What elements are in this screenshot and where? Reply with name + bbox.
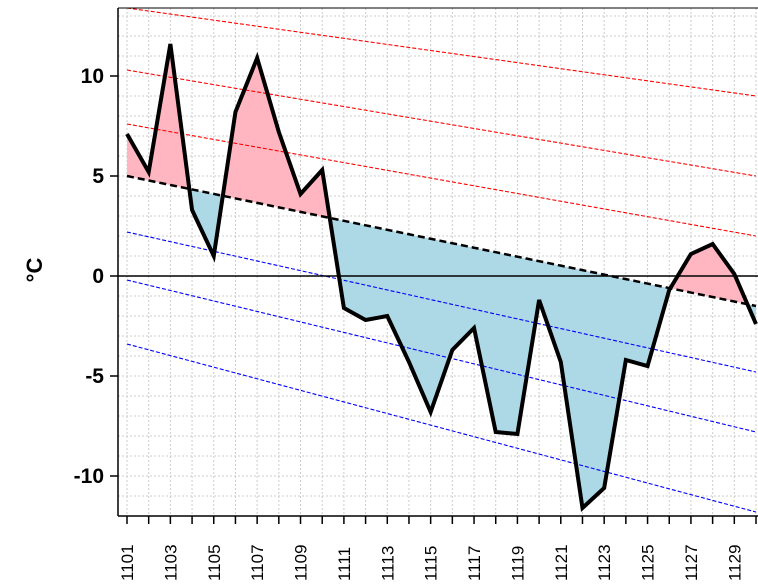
upper-line: [126, 8, 757, 97]
observed-series: [125, 43, 758, 513]
upper-line: [126, 69, 757, 177]
x-tick-label: 1123: [595, 544, 614, 581]
x-tick-label: 1107: [248, 544, 267, 581]
x-tick-label: 1117: [465, 546, 484, 581]
x-tick-label: 1103: [161, 544, 180, 581]
y-tick-labels: -10 -5 0 5 10: [74, 65, 105, 488]
x-tick-label: 1101: [118, 544, 137, 581]
below-normal-area: [329, 217, 671, 509]
x-tick-label: 1115: [422, 546, 441, 581]
x-tick-label: 1121: [552, 544, 571, 581]
x-tick-label: 1127: [682, 544, 701, 581]
x-tick-label: 1105: [205, 544, 224, 581]
y-tick-label: 0: [92, 265, 104, 288]
x-tick-labels: 1101 1103 1105 1107 1109 1111 1113 1115 1117 1119…: [118, 544, 744, 581]
axes: [110, 7, 758, 524]
x-tick-label: 1113: [378, 546, 397, 581]
x-tick-label: 1129: [725, 544, 744, 581]
normal-line: [126, 174, 757, 308]
y-tick-label: 10: [81, 65, 104, 88]
lower-line: [126, 343, 757, 513]
above-normal-area: [222, 58, 330, 218]
y-tick-label: 5: [92, 165, 104, 188]
observed-line: [125, 43, 758, 513]
upper-line: [126, 123, 757, 237]
x-tick-label: 1125: [639, 544, 658, 581]
y-axis-label: °C: [22, 258, 47, 283]
x-tick-label: 1109: [292, 544, 311, 581]
x-tick-label: 1119: [508, 546, 527, 581]
y-tick-label: -10: [74, 465, 104, 488]
y-tick-label: -5: [85, 365, 104, 388]
x-tick-label: 1111: [335, 547, 354, 581]
